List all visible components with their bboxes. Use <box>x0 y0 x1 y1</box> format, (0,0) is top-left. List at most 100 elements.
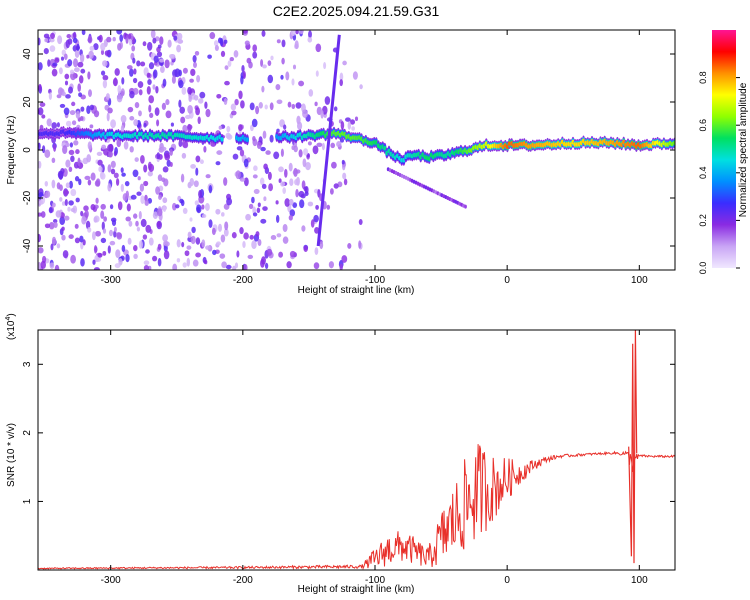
noise-cell <box>124 180 130 187</box>
noise-cell <box>275 83 281 91</box>
noise-cell <box>135 220 139 227</box>
ridge-cell <box>220 137 224 142</box>
noise-cell <box>73 140 79 146</box>
noise-cell <box>239 177 246 182</box>
noise-cell <box>156 119 160 127</box>
noise-cell <box>46 118 52 127</box>
noise-cell <box>127 237 132 245</box>
noise-cell <box>137 176 141 181</box>
noise-cell <box>49 45 56 52</box>
noise-cell <box>93 43 99 51</box>
noise-cell <box>162 78 167 87</box>
noise-cell <box>197 98 204 104</box>
noise-cell <box>354 116 359 122</box>
noise-cell <box>307 201 314 207</box>
noise-cell <box>240 75 244 85</box>
noise-cell <box>78 75 84 84</box>
noise-cell <box>95 197 99 204</box>
noise-cell <box>161 177 166 183</box>
noise-cell <box>312 145 319 155</box>
noise-cell <box>57 170 64 180</box>
noise-cell <box>143 122 147 128</box>
noise-cell <box>81 216 87 225</box>
colorbar: 0.0 0.2 0.4 0.6 0.8 Normalized spectral ampl… <box>698 30 749 274</box>
noise-cell <box>154 107 160 116</box>
noise-cell <box>241 64 245 73</box>
noise-cell <box>323 62 327 70</box>
snr-x-axis-label: Height of straight line (km) <box>298 584 415 595</box>
noise-cell <box>132 57 136 64</box>
noise-cell <box>69 180 73 189</box>
noise-cell <box>38 83 42 91</box>
ridge-cell <box>383 145 387 151</box>
noise-cell <box>41 145 46 154</box>
noise-cell <box>53 221 58 229</box>
noise-cell <box>201 204 205 210</box>
noise-cell <box>181 152 187 159</box>
noise-cell <box>191 226 196 234</box>
noise-cell <box>236 146 243 151</box>
x-tick-label: 100 <box>631 575 648 586</box>
noise-cell <box>278 166 284 173</box>
noise-cell <box>293 167 298 177</box>
noise-cell <box>51 179 56 189</box>
noise-cell <box>70 155 75 163</box>
noise-cell <box>65 94 71 99</box>
noise-cell <box>358 240 362 249</box>
noise-cell <box>143 180 149 187</box>
noise-cell <box>190 163 196 169</box>
noise-cell <box>321 142 325 151</box>
noise-cell <box>247 254 254 259</box>
noise-cell <box>188 94 192 103</box>
noise-cell <box>97 252 103 258</box>
noise-cell <box>232 153 239 160</box>
noise-cell <box>148 163 155 172</box>
noise-cell <box>275 200 279 205</box>
noise-cell <box>252 51 258 59</box>
noise-cell <box>129 116 135 121</box>
noise-cell <box>162 197 168 204</box>
noise-cell <box>238 124 243 132</box>
noise-cell <box>314 226 320 234</box>
noise-cell <box>129 90 135 99</box>
noise-cell <box>157 243 162 251</box>
noise-cell <box>72 31 77 39</box>
noise-cell <box>68 234 74 239</box>
noise-cell <box>221 212 225 217</box>
noise-cell <box>120 167 124 173</box>
noise-cell <box>169 148 173 156</box>
noise-cell <box>253 188 260 194</box>
noise-cell <box>59 197 63 202</box>
noise-cell <box>128 38 133 46</box>
noise-cell <box>88 50 94 60</box>
noise-cell <box>178 139 183 148</box>
noise-cell <box>256 207 261 214</box>
noise-cell <box>133 119 139 127</box>
noise-cell <box>219 253 226 259</box>
noise-cell <box>100 172 106 180</box>
noise-cell <box>106 36 112 43</box>
noise-cell <box>65 182 70 189</box>
noise-cell <box>93 110 100 118</box>
noise-cell <box>261 30 266 37</box>
noise-cell <box>298 80 305 87</box>
noise-cell <box>233 50 239 58</box>
noise-cell <box>87 71 91 80</box>
noise-cell <box>62 145 68 155</box>
snr-spike <box>628 330 638 564</box>
noise-cell <box>204 203 210 211</box>
x-tick-label: -300 <box>101 275 121 286</box>
noise-cell <box>295 30 299 35</box>
noise-cell <box>240 100 245 109</box>
noise-cell <box>304 191 309 197</box>
noise-cell <box>230 103 237 111</box>
noise-cell <box>39 200 44 205</box>
noise-cell <box>67 38 73 45</box>
noise-cell <box>231 110 237 116</box>
noise-cell <box>51 157 56 164</box>
noise-cell <box>187 124 193 130</box>
noise-cell <box>66 33 72 39</box>
noise-cell <box>87 141 92 150</box>
noise-cell <box>261 183 267 190</box>
noise-cell <box>54 57 60 63</box>
